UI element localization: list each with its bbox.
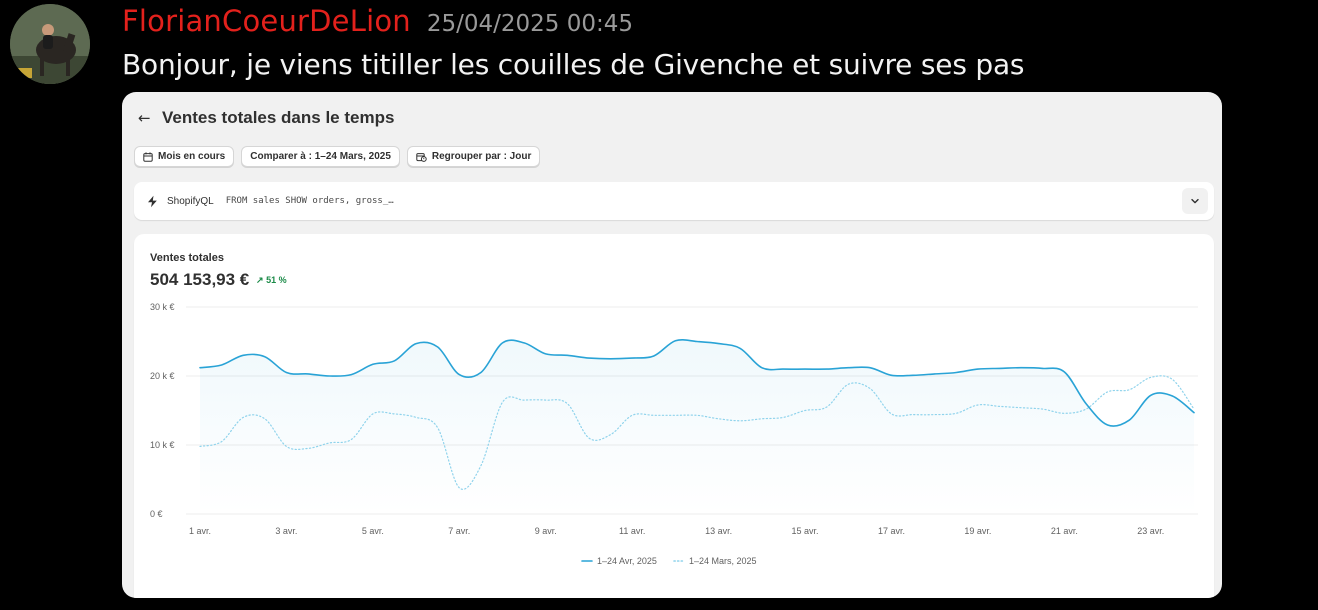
shopifyql-bar[interactable]: ShopifyQL FROM sales SHOW orders, gross_… xyxy=(134,182,1214,220)
report-screenshot[interactable]: ← Ventes totales dans le temps Mois en c… xyxy=(122,92,1222,598)
horse-rider-photo xyxy=(10,4,90,84)
message-text: Bonjour, je viens titiller les couilles … xyxy=(122,48,1025,81)
x-tick-label: 17 avr. xyxy=(878,526,905,536)
filter-group-label: Regrouper par : Jour xyxy=(431,151,532,162)
x-tick-label: 21 avr. xyxy=(1051,526,1078,536)
lightning-icon xyxy=(148,195,157,207)
x-tick-label: 11 avr. xyxy=(619,526,645,536)
filter-group-button[interactable]: Regrouper par : Jour xyxy=(406,146,541,167)
shopifyql-toggle-button[interactable] xyxy=(1182,188,1208,214)
y-tick-label: 10 k € xyxy=(150,440,175,450)
message-username[interactable]: FlorianCoeurDeLion xyxy=(122,4,411,38)
filter-compare-button[interactable]: Comparer à : 1–24 Mars, 2025 xyxy=(241,146,400,167)
report-header: ← Ventes totales dans le temps xyxy=(138,104,394,132)
legend-entry: 1–24 Avr, 2025 xyxy=(597,556,657,566)
message-header: FlorianCoeurDeLion 25/04/2025 00:45 xyxy=(122,4,633,44)
x-tick-label: 15 avr. xyxy=(792,526,819,536)
series-line-comparison xyxy=(199,375,1195,490)
x-tick-label: 13 avr. xyxy=(705,526,732,536)
filter-period-button[interactable]: Mois en cours xyxy=(134,146,235,167)
shopifyql-query[interactable]: FROM sales SHOW orders, gross_… xyxy=(225,196,394,206)
filter-period-label: Mois en cours xyxy=(158,151,226,162)
x-tick-label: 9 avr. xyxy=(535,526,557,536)
x-tick-label: 19 avr. xyxy=(964,526,991,536)
y-tick-label: 20 k € xyxy=(150,371,175,381)
metric-value: 504 153,93 € xyxy=(150,270,250,289)
metric-label: Ventes totales xyxy=(150,252,224,264)
x-tick-label: 5 avr. xyxy=(362,526,384,536)
series-line-current xyxy=(199,339,1195,427)
calendar-icon xyxy=(143,151,153,162)
x-tick-label: 1 avr. xyxy=(189,526,211,536)
x-tick-label: 23 avr. xyxy=(1137,526,1164,536)
message-timestamp: 25/04/2025 00:45 xyxy=(426,11,634,37)
sales-line-chart: 0 € 10 k € 20 k € 30 k € 1 avr. 3 avr. 5 avr. 7… xyxy=(150,302,1198,566)
x-tick-label: 7 avr. xyxy=(448,526,470,536)
user-avatar[interactable] xyxy=(10,4,90,84)
y-tick-label: 30 k € xyxy=(150,302,175,312)
metric-change-badge: ↗ 51 % xyxy=(256,275,287,286)
report-title: Ventes totales dans le temps xyxy=(162,108,395,127)
filter-bar: Mois en cours Comparer à : 1–24 Mars, 20… xyxy=(134,146,541,167)
y-tick-label: 0 € xyxy=(150,509,163,519)
shopifyql-name: ShopifyQL xyxy=(167,195,214,207)
filter-compare-label: Comparer à : 1–24 Mars, 2025 xyxy=(250,151,391,162)
calendar-clock-icon xyxy=(416,152,427,162)
chart-card: 0 € 10 k € 20 k € 30 k € 1 avr. 3 avr. 5 avr. 7… xyxy=(134,234,1214,598)
series-area xyxy=(200,339,1194,514)
arrow-left-icon[interactable]: ← xyxy=(138,109,151,127)
x-tick-label: 3 avr. xyxy=(275,526,297,536)
arrow-up-right-icon: ↗ xyxy=(256,275,264,285)
legend-entry: 1–24 Mars, 2025 xyxy=(689,556,757,566)
chevron-down-icon xyxy=(1191,198,1199,204)
metric-change-value: 51 % xyxy=(266,275,287,285)
